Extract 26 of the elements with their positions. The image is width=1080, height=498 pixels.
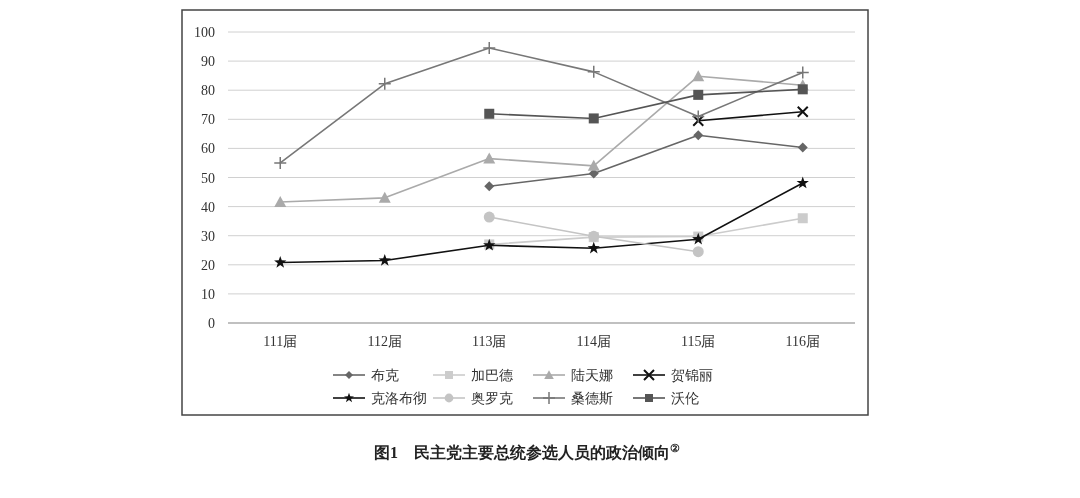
- legend-label: 克洛布彻: [371, 391, 427, 406]
- x-tick-label: 113届: [472, 334, 507, 349]
- x-tick-label: 115届: [681, 334, 716, 349]
- legend-label: 陆天娜: [571, 368, 613, 383]
- y-tick-label: 100: [194, 25, 215, 40]
- legend-label: 沃伦: [671, 391, 699, 406]
- legend-label: 贺锦丽: [671, 368, 713, 383]
- x-tick-label: 116届: [785, 334, 820, 349]
- legend-label: 布克: [371, 368, 399, 383]
- y-tick-label: 40: [201, 199, 215, 215]
- y-tick-label: 50: [201, 170, 215, 186]
- y-tick-label: 70: [201, 112, 215, 128]
- legend-label: 奥罗克: [471, 391, 513, 406]
- y-tick-label: 60: [201, 141, 215, 157]
- y-tick-label: 90: [201, 54, 215, 70]
- text: 图1 民主党主要总统参选人员的政治倾向$^{②}$: [374, 442, 680, 461]
- y-tick-label: 0: [208, 316, 215, 331]
- y-tick-label: 20: [201, 257, 215, 273]
- x-tick-label: 112届: [367, 334, 402, 349]
- legend-label: 桑德斯: [571, 391, 613, 406]
- legend-label: 加巴德: [471, 368, 513, 383]
- x-tick-label: 114届: [576, 334, 611, 349]
- y-tick-label: 10: [201, 286, 215, 302]
- y-tick-label: 80: [201, 83, 215, 99]
- y-tick-label: 30: [201, 228, 215, 244]
- x-tick-label: 111届: [263, 334, 298, 349]
